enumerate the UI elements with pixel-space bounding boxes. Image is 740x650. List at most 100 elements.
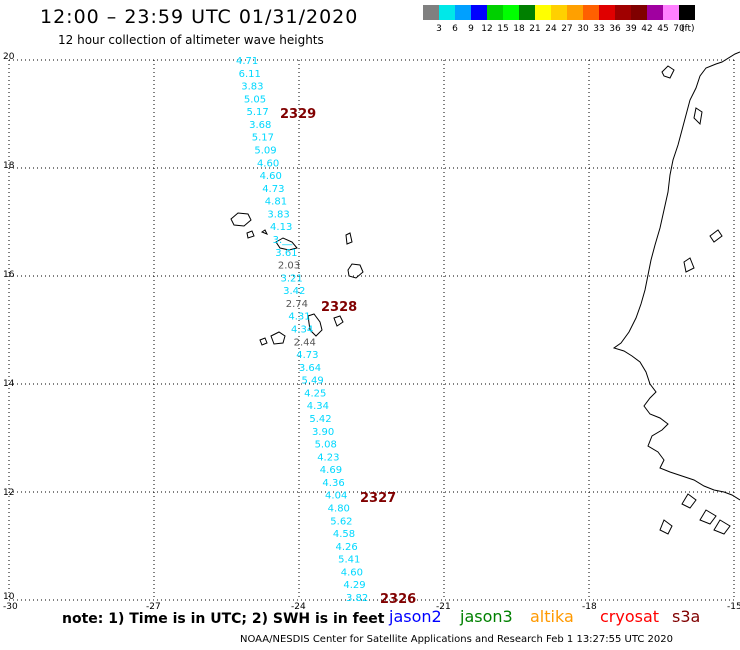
lon-label-15w: -15 (727, 602, 740, 612)
coast-inlet (683, 257, 695, 273)
scale-label: 42 (641, 24, 653, 34)
credit-line: NOAA/NESDIS Center for Satellite Applica… (240, 634, 673, 645)
island-santa-luzia (260, 229, 269, 235)
scale-label: 9 (468, 24, 474, 34)
swh-value-label: 2.74 (286, 299, 308, 310)
swh-value-label: 3.64 (299, 363, 321, 374)
swh-value-label: 4.60 (341, 567, 363, 578)
scale-label: 39 (625, 24, 637, 34)
scale-swatch (615, 5, 631, 20)
swh-value-label: 4.34 (307, 401, 329, 412)
lat-lon-grid (8, 59, 735, 601)
swh-value-label: 5.08 (315, 440, 337, 451)
swh-value-label: 4.81 (265, 197, 287, 208)
swh-value-label: 3.42 (283, 286, 305, 297)
swh-value-label: 4.04 (325, 491, 347, 502)
orbit-label: 2328 (321, 300, 357, 315)
scale-swatch (423, 5, 439, 20)
altimeter-track-values: 4.716.113.835.055.173.685.175.094.604.60… (236, 56, 368, 604)
swh-value-label: 3.21 (281, 273, 303, 284)
island-cape-verde-north (661, 65, 675, 79)
swh-value-label: 5.05 (244, 94, 266, 105)
scale-swatch (599, 5, 615, 20)
orbit-label: 2326 (380, 592, 416, 607)
swh-value-label: 5.42 (309, 414, 331, 425)
scale-label: 6 (452, 24, 458, 34)
swh-value-label: 4.23 (317, 452, 339, 463)
scale-label: 27 (561, 24, 573, 34)
footnote: note: 1) Time is in UTC; 2) SWH is in fe… (62, 611, 385, 627)
lat-label-10: 10 (3, 592, 15, 602)
swh-value-label: 3.90 (312, 427, 334, 438)
coast-islands (699, 509, 717, 525)
legend-altika: altika (530, 607, 574, 626)
scale-unit: (ft) (681, 24, 695, 34)
scale-swatch (631, 5, 647, 20)
legend-cryosat: cryosat (600, 607, 660, 626)
scale-label: 45 (657, 24, 669, 34)
legend-jason3: jason3 (460, 607, 513, 626)
swh-value-label: 5.62 (330, 516, 352, 527)
scale-label: 36 (609, 24, 621, 34)
coast-islands (659, 519, 673, 535)
swh-value-label: 3.__ (273, 235, 294, 246)
scale-label: 33 (593, 24, 605, 34)
orbit-label: 2329 (280, 107, 316, 122)
scale-label: 18 (513, 24, 525, 34)
swh-value-label: 4.80 (328, 504, 350, 515)
scale-label: 12 (481, 24, 493, 34)
swh-value-label: 4.73 (296, 350, 318, 361)
orbit-label: 2327 (360, 491, 396, 506)
scale-swatch (663, 5, 679, 20)
scale-swatch (503, 5, 519, 20)
scale-swatch (519, 5, 535, 20)
swh-value-label: 4.73 (262, 184, 284, 195)
coast-inlet (693, 107, 703, 126)
scale-swatch (583, 5, 599, 20)
scale-label: 30 (577, 24, 589, 34)
legend-s3a: s3a (672, 607, 701, 626)
swh-value-label: 4.36 (322, 478, 344, 489)
africa-coastline (612, 51, 740, 501)
lat-label-12: 12 (3, 488, 15, 498)
island-santo-antao (230, 212, 252, 227)
swh-value-label: 5.17 (252, 133, 274, 144)
scale-swatch (679, 5, 695, 20)
swh-value-label: 5.49 (301, 376, 323, 387)
swh-value-label: 3.83 (267, 209, 289, 220)
swh-value-label: 5.17 (246, 107, 268, 118)
swh-value-label: 6.11 (239, 69, 261, 80)
island-santiago (307, 313, 323, 337)
swh-value-label: 4.13 (270, 222, 292, 233)
swh-value-label: 5.09 (254, 146, 276, 157)
swh-value-label: 3.61 (275, 248, 297, 259)
scale-label: 21 (529, 24, 541, 34)
lon-label-24w: -24 (291, 602, 306, 612)
scale-swatch (551, 5, 567, 20)
swh-value-label: 4.25 (304, 388, 326, 399)
coast-islands (681, 493, 697, 509)
swh-value-label: 4.26 (336, 542, 358, 553)
lon-label-30w: -30 (3, 602, 18, 612)
swh-value-label: 4.34 (291, 325, 313, 336)
chart-title: 12:00 – 23:59 UTC 01/31/2020 (40, 6, 359, 28)
island-brava (259, 337, 268, 346)
swh-value-label: 3.83 (241, 82, 263, 93)
scale-swatch (487, 5, 503, 20)
orbit-number-labels: 2329 2328 2327 2326 (280, 107, 416, 607)
lat-label-20: 20 (3, 52, 15, 62)
scale-label: 15 (497, 24, 509, 34)
coast-inlet (709, 229, 723, 243)
island-boa-vista (347, 263, 364, 279)
swh-value-label: 4.60 (257, 158, 279, 169)
scale-label: 3 (436, 24, 442, 34)
swh-value-label: 4.31 (288, 312, 310, 323)
legend-jason2: jason2 (389, 607, 442, 626)
lon-label-18w: -18 (582, 602, 597, 612)
scale-label: 70 (673, 24, 685, 34)
swh-value-label: 3.68 (249, 120, 271, 131)
scale-swatch (647, 5, 663, 20)
scale-swatch (567, 5, 583, 20)
island-maio (333, 315, 344, 327)
